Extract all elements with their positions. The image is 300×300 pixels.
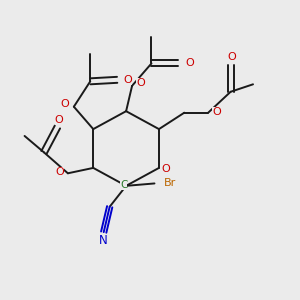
Text: O: O xyxy=(124,75,133,85)
Text: Br: Br xyxy=(164,178,176,188)
Text: O: O xyxy=(61,99,69,109)
Text: O: O xyxy=(161,164,170,174)
Text: O: O xyxy=(228,52,236,62)
Text: O: O xyxy=(185,58,194,68)
Text: O: O xyxy=(212,107,221,117)
Text: C: C xyxy=(120,180,127,190)
Text: O: O xyxy=(136,78,145,88)
Text: O: O xyxy=(55,115,63,124)
Text: N: N xyxy=(99,234,108,247)
Text: O: O xyxy=(55,167,64,177)
